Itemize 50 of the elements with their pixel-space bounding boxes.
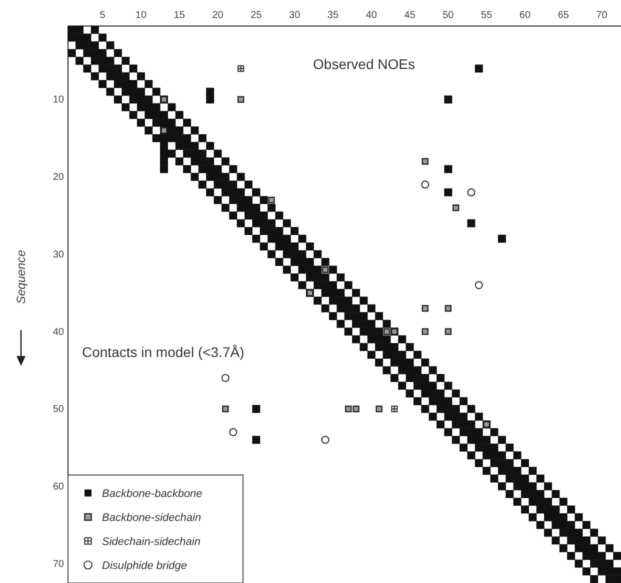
point: [391, 406, 398, 412]
point: [237, 96, 244, 103]
point: [352, 406, 360, 412]
x-tick-label: 30: [289, 10, 301, 21]
point: [467, 188, 476, 196]
x-tick-label: 65: [558, 10, 570, 21]
point: [421, 180, 430, 189]
point: [229, 428, 238, 436]
point: [474, 281, 483, 290]
x-tick-label: 15: [174, 10, 186, 21]
x-tick-label: 35: [327, 10, 339, 21]
y-tick-label: 30: [52, 249, 64, 260]
point: [444, 328, 452, 335]
annotation: Contacts in model (<3.7Å): [82, 344, 244, 360]
x-tick-label: 25: [250, 10, 262, 21]
point: [422, 305, 428, 312]
point: [321, 436, 330, 444]
y-tick-label: 10: [52, 94, 64, 106]
point: [221, 374, 230, 382]
y-tick-label: 70: [52, 558, 64, 570]
x-tick-label: 5: [100, 10, 106, 21]
x-tick-label: 20: [212, 10, 224, 21]
x-tick-label: 40: [366, 10, 378, 21]
point: [444, 305, 452, 312]
point: [268, 196, 275, 204]
legend-label: Backbone-backbone: [102, 488, 202, 500]
y-tick-label: 60: [52, 482, 64, 492]
point: [422, 158, 428, 165]
y-tick-label: 20: [52, 172, 64, 184]
point: [452, 204, 460, 212]
x-tick-label: 45: [404, 10, 416, 21]
x-tick-label: 50: [442, 10, 454, 21]
y-tick-label: 50: [52, 404, 64, 416]
point: [322, 266, 329, 274]
point: [238, 65, 244, 72]
annotation: Observed NOEs: [313, 56, 415, 72]
legend-label: Sidechain-sidechain: [102, 536, 200, 548]
x-tick-label: 60: [519, 10, 531, 21]
point: [222, 406, 229, 412]
point: [376, 406, 382, 412]
y-tick-label: 40: [52, 326, 64, 338]
legend-label: Disulphide bridge: [102, 560, 187, 572]
x-tick-label: 55: [481, 10, 493, 21]
point: [383, 328, 390, 335]
legend-label: Backbone-sidechain: [102, 512, 202, 524]
point: [344, 406, 352, 412]
point: [422, 328, 428, 335]
x-tick-label: 10: [135, 10, 147, 21]
x-tick-label: 70: [596, 10, 608, 21]
y-axis-title: Sequence: [14, 250, 28, 304]
